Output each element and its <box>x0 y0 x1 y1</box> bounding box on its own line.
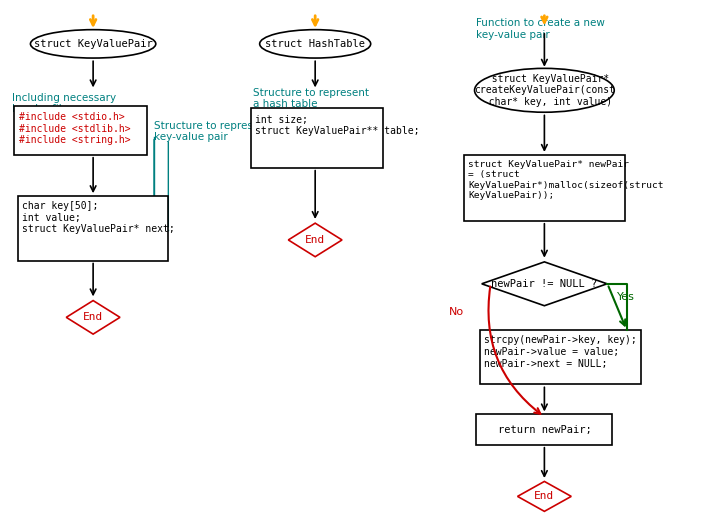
Text: struct KeyValuePair* newPair
= (struct
KeyValuePair*)malloc(sizeof(struct
KeyVal: struct KeyValuePair* newPair = (struct K… <box>469 160 664 200</box>
Polygon shape <box>66 300 120 334</box>
Text: struct KeyValuePair: struct KeyValuePair <box>34 39 152 49</box>
Text: End: End <box>534 491 554 502</box>
FancyBboxPatch shape <box>251 108 383 168</box>
FancyBboxPatch shape <box>464 155 626 221</box>
FancyBboxPatch shape <box>480 330 641 384</box>
FancyBboxPatch shape <box>477 414 613 445</box>
Text: struct KeyValuePair*
createKeyValuePair(const
  char* key, int value): struct KeyValuePair* createKeyValuePair(… <box>474 74 615 107</box>
Polygon shape <box>518 481 572 511</box>
Text: char key[50];
int value;
struct KeyValuePair* next;: char key[50]; int value; struct KeyValue… <box>22 201 175 234</box>
Text: No: No <box>449 307 464 317</box>
Text: Yes: Yes <box>618 292 636 302</box>
FancyBboxPatch shape <box>14 106 147 155</box>
Text: Structure to represent
a hash table: Structure to represent a hash table <box>253 88 369 109</box>
Text: struct HashTable: struct HashTable <box>265 39 365 49</box>
FancyBboxPatch shape <box>18 196 168 261</box>
Text: #include <stdio.h>
#include <stdlib.h>
#include <string.h>: #include <stdio.h> #include <stdlib.h> #… <box>19 112 130 145</box>
Text: int size;
struct KeyValuePair** table;: int size; struct KeyValuePair** table; <box>255 115 419 136</box>
Polygon shape <box>482 262 607 305</box>
Text: newPair != NULL ?: newPair != NULL ? <box>491 279 597 289</box>
Ellipse shape <box>260 29 371 58</box>
Polygon shape <box>288 223 342 256</box>
Text: strcpy(newPair->key, key);
newPair->value = value;
newPair->next = NULL;: strcpy(newPair->key, key); newPair->valu… <box>484 335 637 368</box>
Ellipse shape <box>475 69 614 112</box>
Text: return newPair;: return newPair; <box>498 425 591 434</box>
Text: Function to create a new
key-value pair: Function to create a new key-value pair <box>477 18 605 40</box>
Ellipse shape <box>30 29 156 58</box>
Text: End: End <box>305 235 325 245</box>
Text: Structure to represent a
key-value pair: Structure to represent a key-value pair <box>154 121 280 142</box>
Text: End: End <box>83 312 104 322</box>
Text: Including necessary
header files: Including necessary header files <box>12 93 116 115</box>
